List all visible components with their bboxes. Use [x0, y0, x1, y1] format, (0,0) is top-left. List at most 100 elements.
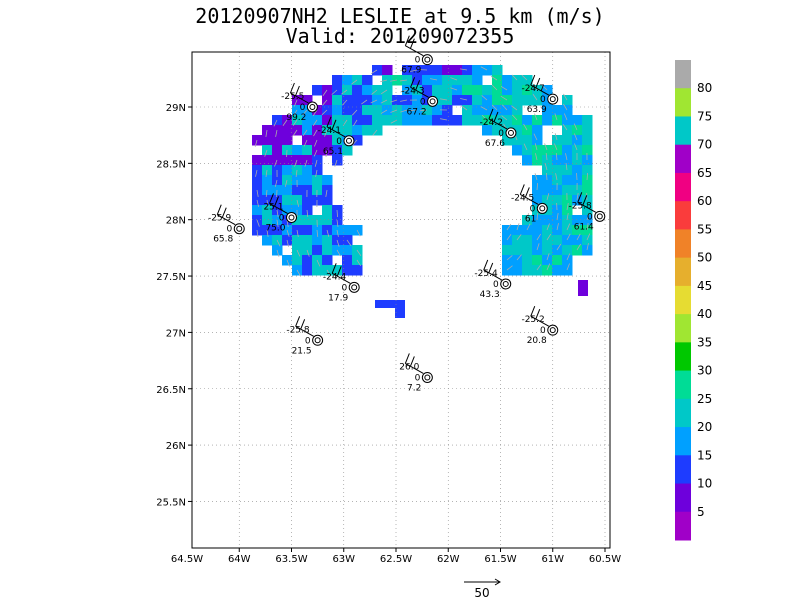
- speed-cell: [302, 145, 313, 156]
- wind-barb-flag: [326, 116, 332, 127]
- wind-vector: [440, 98, 448, 101]
- lat-tick-label: 28N: [166, 216, 186, 227]
- speed-cell: [582, 245, 593, 256]
- speed-cell: [522, 155, 533, 166]
- speed-cell: [292, 235, 303, 246]
- wind-barb-flag: [404, 35, 410, 46]
- wind-vector: [481, 95, 488, 101]
- speed-cell: [372, 85, 383, 96]
- speed-cell: [322, 235, 333, 246]
- wind-vector: [536, 212, 539, 221]
- wind-barb-flag: [216, 204, 222, 215]
- speed-cell: [492, 105, 503, 116]
- colorbar-swatch: [675, 144, 691, 174]
- wind-vector: [312, 109, 318, 117]
- station-value: 65.1: [323, 147, 343, 157]
- station-circle-icon: [547, 93, 559, 105]
- wind-vector: [336, 219, 339, 227]
- speed-cell: [372, 95, 383, 106]
- speed-cell: [562, 115, 573, 126]
- wind-vector: [286, 219, 289, 227]
- speed-cell: [502, 245, 513, 256]
- wind-vector: [325, 149, 328, 157]
- wind-vector: [341, 89, 348, 95]
- wind-vector: [490, 75, 498, 81]
- wind-vector: [574, 143, 578, 151]
- map-title: 20120907NH2 LESLIE at 9.5 km (m/s): [195, 4, 605, 28]
- wind-vector: [256, 219, 260, 227]
- wind-barb: [410, 86, 429, 98]
- station-zero: 0: [415, 56, 421, 66]
- speed-cell: [432, 65, 443, 76]
- speed-cell: [552, 115, 563, 126]
- station-zero: 0: [540, 326, 546, 336]
- lon-tick-label: 61W: [541, 554, 564, 565]
- speed-cell: [352, 85, 363, 96]
- speed-cell: [582, 225, 593, 236]
- speed-cell: [532, 125, 543, 136]
- wind-vector: [566, 223, 571, 231]
- wind-vector: [546, 193, 550, 201]
- speed-cell: [542, 195, 553, 206]
- speed-cell: [382, 115, 393, 126]
- speed-cell: [522, 265, 533, 276]
- wind-vector: [296, 199, 300, 207]
- speed-cell: [322, 115, 333, 126]
- wind-vector: [576, 243, 581, 251]
- speed-cell: [332, 125, 343, 136]
- wind-vector: [326, 229, 330, 237]
- station-temp: -25.8: [286, 325, 310, 335]
- wind-vector: [430, 78, 438, 81]
- speed-cell: [462, 105, 473, 116]
- wind-vector: [536, 264, 542, 271]
- speed-cell: [322, 135, 333, 146]
- speed-cell: [572, 165, 583, 176]
- lon-tick-label: 60.5W: [589, 554, 621, 565]
- speed-cell: [562, 195, 573, 206]
- speed-cell: [422, 75, 433, 86]
- speed-cell: [402, 95, 413, 106]
- wind-barb-flag: [530, 305, 536, 317]
- speed-cell: [442, 85, 453, 96]
- speed-cell: [262, 155, 273, 166]
- speed-cell: [382, 65, 393, 76]
- speed-cell: [572, 195, 583, 206]
- station-circle-icon: [306, 101, 318, 113]
- wind-vector: [356, 259, 362, 267]
- wind-vector: [481, 114, 488, 121]
- station-inner-icon: [288, 214, 295, 221]
- speed-cell: [522, 115, 533, 126]
- wind-vector: [331, 89, 338, 95]
- speed-cell: [552, 165, 563, 176]
- speed-cell: [522, 235, 533, 246]
- wind-vector: [400, 99, 408, 102]
- speed-cell: [532, 155, 543, 166]
- wind-vector: [314, 139, 318, 147]
- speed-cell: [362, 115, 373, 126]
- speed-cell: [562, 185, 573, 196]
- speed-cell: [532, 85, 543, 96]
- colorbar: 5 10 15 20 25 30 35 40 45 50 55 60 65 70 75 80: [675, 60, 712, 541]
- speed-cell: [472, 75, 483, 86]
- station-inner-icon: [549, 96, 556, 103]
- wind-vector: [541, 84, 548, 91]
- wind-vector: [264, 149, 268, 157]
- speed-cell: [342, 85, 353, 96]
- lat-tick-label: 26.5N: [156, 385, 186, 396]
- speed-cell: [462, 85, 473, 96]
- station-inner-icon: [345, 137, 352, 144]
- wind-vector: [324, 129, 328, 137]
- wind-vector: [265, 189, 268, 198]
- speed-cell: [572, 125, 583, 136]
- station-zero: 0: [305, 336, 311, 346]
- wind-vector: [450, 77, 458, 81]
- wind-barb-flag: [488, 262, 494, 274]
- station-value: 20.8: [527, 336, 547, 346]
- wind-vector: [536, 182, 539, 191]
- wind-vector: [586, 223, 589, 231]
- wind-vector: [506, 234, 512, 241]
- wind-barb-flag: [409, 356, 415, 367]
- speed-cell: [562, 165, 573, 176]
